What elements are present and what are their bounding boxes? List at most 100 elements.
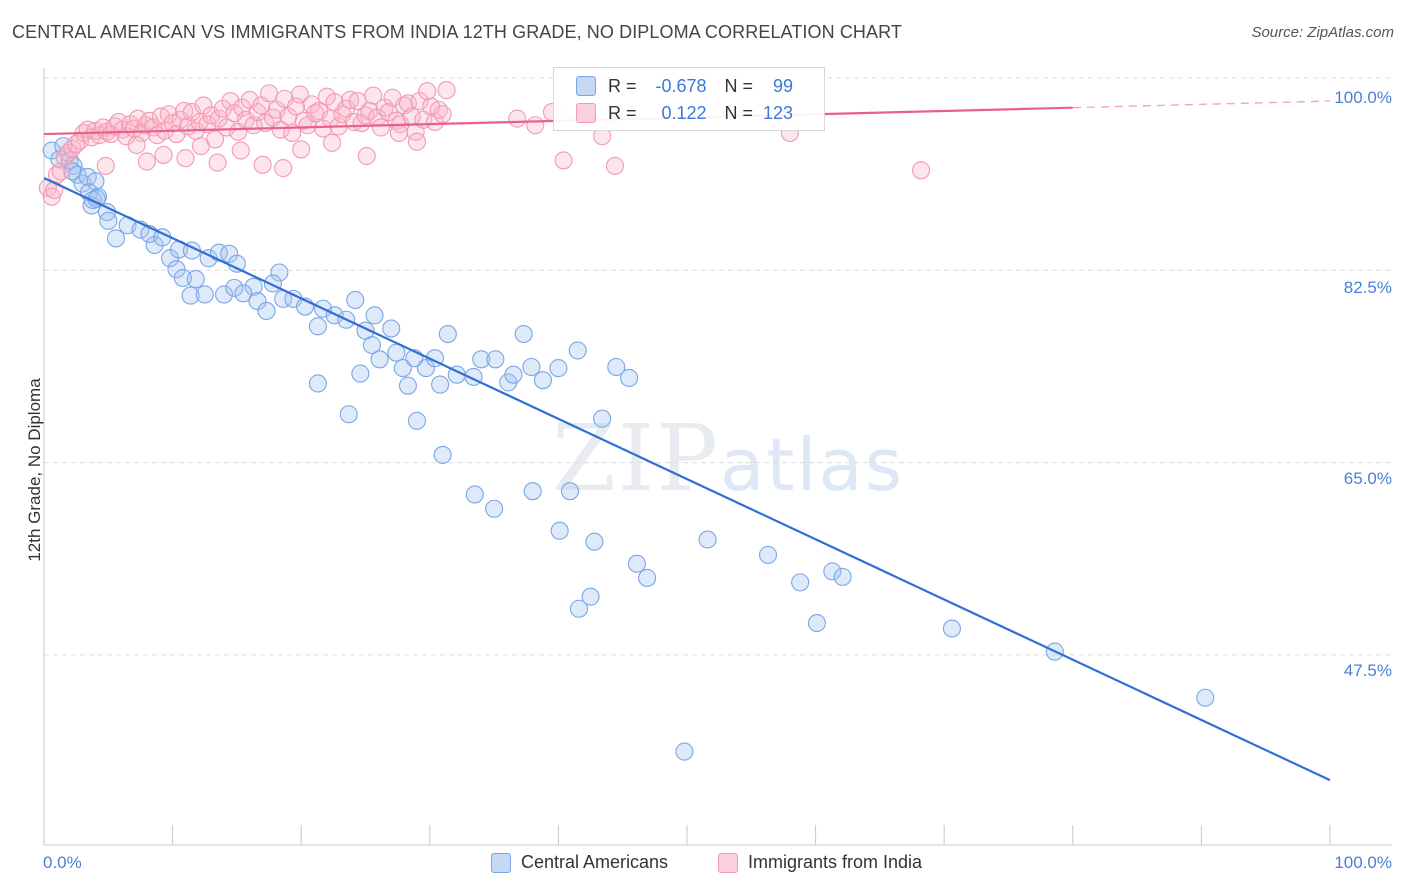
legend-swatch-pink (718, 852, 738, 873)
data-point-central-americans (387, 343, 406, 362)
data-point-central-americans (465, 485, 484, 504)
data-point-central-americans (522, 357, 541, 377)
data-point-central-americans (560, 482, 580, 501)
data-point-india (389, 123, 408, 142)
data-point-central-americans (416, 359, 435, 378)
legend-swatch-blue (491, 852, 511, 873)
data-point-central-americans (833, 567, 852, 586)
data-point-india (217, 118, 236, 137)
data-point-central-americans (382, 319, 401, 338)
data-point-central-americans (86, 172, 105, 191)
data-point-india (253, 155, 272, 174)
data-point-central-americans (244, 277, 263, 296)
data-point-india (433, 105, 452, 124)
data-point-india (259, 84, 279, 103)
data-point-central-americans (214, 285, 234, 304)
y-axis-label: 12th Grade, No Diploma (25, 378, 44, 562)
data-point-india (137, 152, 156, 171)
x-tick-label: 0.0% (43, 853, 82, 872)
data-point-india (175, 101, 194, 121)
watermark-small: atlas (720, 423, 905, 507)
data-point-central-americans (485, 499, 504, 518)
data-point-central-americans (585, 532, 604, 551)
data-point-india (437, 81, 456, 100)
y-tick-label: 47.5% (1343, 661, 1392, 680)
data-point-central-americans (398, 376, 417, 395)
data-point-india (159, 105, 178, 124)
y-tick-label: 82.5% (1343, 278, 1392, 297)
data-point-india (176, 149, 195, 168)
data-point-india (360, 101, 379, 121)
trend-line-india-extension (1072, 100, 1331, 109)
trend-line-central-americans (43, 176, 1331, 782)
legend-swatch-blue (576, 76, 596, 96)
data-point-india (341, 90, 360, 110)
data-point-india (128, 109, 147, 128)
data-point-india (290, 85, 309, 104)
data-point-central-americans (257, 301, 276, 321)
data-point-central-americans (181, 286, 200, 305)
data-point-central-americans (638, 568, 657, 588)
data-point-india (508, 109, 527, 128)
data-point-central-americans (248, 292, 267, 311)
data-point-india (194, 96, 213, 115)
data-point-central-americans (362, 335, 381, 355)
data-point-india (191, 137, 210, 156)
data-point-central-americans (823, 562, 842, 581)
legend-r-value: -0.678 (655, 75, 707, 96)
data-point-central-americans (472, 350, 491, 369)
data-point-india (912, 161, 931, 180)
data-point-central-americans (407, 411, 426, 430)
data-point-central-americans (581, 587, 600, 606)
data-point-central-americans (675, 742, 694, 761)
legend-n-label: N = (724, 75, 754, 96)
data-point-india (51, 162, 70, 181)
data-point-india (605, 156, 625, 175)
watermark-big: ZIP (552, 405, 721, 512)
data-point-india (221, 92, 240, 111)
x-tick-label: 100.0% (1334, 853, 1392, 872)
data-point-central-americans (365, 306, 384, 325)
data-point-central-americans (942, 619, 961, 638)
data-point-central-americans (339, 405, 358, 424)
data-point-central-americans (393, 359, 412, 378)
data-point-india (45, 181, 64, 200)
data-point-india (357, 146, 376, 166)
data-point-central-americans (569, 599, 589, 618)
data-point-india (127, 135, 146, 155)
data-point-india (407, 132, 426, 151)
data-point-central-americans (308, 374, 327, 393)
legend-r-label: R = (608, 75, 637, 96)
data-point-central-americans (549, 359, 568, 378)
data-point-central-americans (791, 573, 810, 592)
data-point-india (314, 119, 333, 138)
data-point-india (302, 95, 321, 114)
data-point-india (96, 156, 115, 175)
data-point-india (323, 133, 342, 152)
data-point-central-americans (504, 365, 523, 384)
data-point-central-americans (758, 545, 778, 564)
data-point-india (526, 116, 545, 135)
data-point-central-americans (186, 270, 205, 289)
data-point-india (554, 151, 573, 170)
data-point-central-americans (227, 254, 246, 273)
legend-row-central-americans: R = -0.678 N = 99 (576, 74, 793, 98)
legend-n-value: 123 (762, 102, 794, 123)
data-point-india (213, 99, 232, 118)
data-point-central-americans (433, 445, 452, 464)
data-point-central-americans (270, 263, 289, 282)
legend-row-india: R = 0.122 N = 123 (576, 101, 793, 125)
data-point-central-americans (568, 341, 587, 360)
data-point-central-americans (195, 285, 214, 304)
y-tick-label: 65.0% (1343, 469, 1392, 488)
legend-label: Immigrants from India (748, 852, 923, 872)
data-point-india (425, 112, 444, 132)
data-point-central-americans (533, 371, 553, 390)
data-point-central-americans (620, 368, 639, 388)
data-point-central-americans (627, 554, 646, 573)
data-point-central-americans (106, 229, 126, 248)
data-point-india (371, 118, 390, 137)
y-tick-label: 100.0% (1334, 88, 1392, 107)
legend-r-label: R = (608, 102, 637, 123)
